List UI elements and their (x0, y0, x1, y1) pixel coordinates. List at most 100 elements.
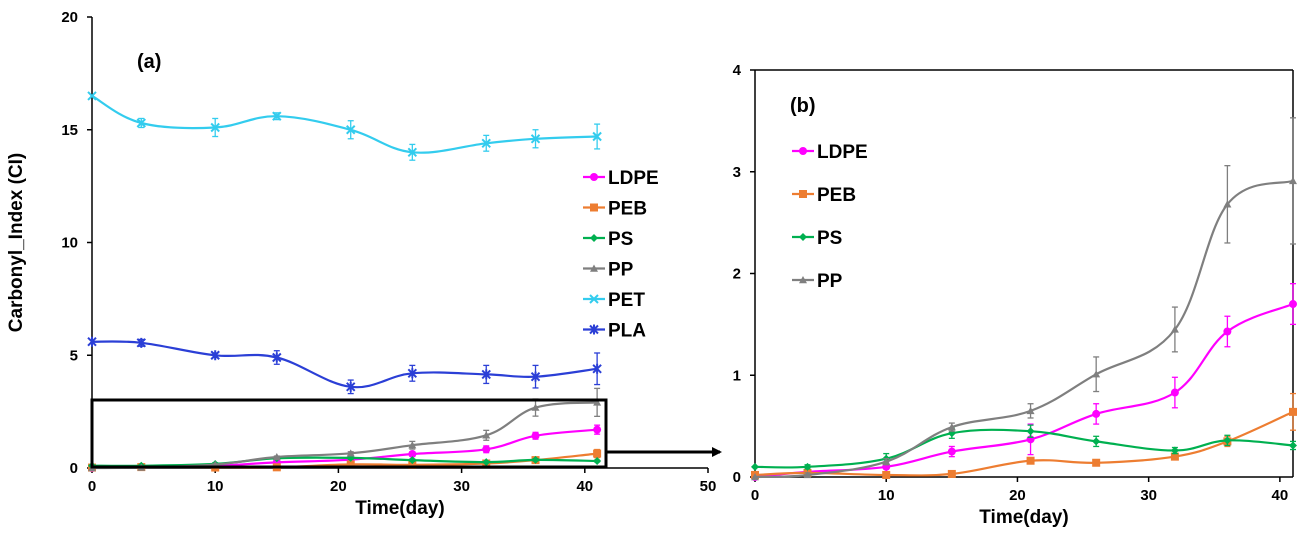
x-tick-label: 20 (1009, 487, 1026, 504)
data-point (882, 470, 891, 479)
legend-swatch-marker (589, 294, 599, 304)
zoom-region-box (90, 398, 608, 469)
data-point (803, 462, 812, 471)
data-point (803, 470, 812, 479)
legend-item-pp: PP (583, 260, 634, 281)
data-point (1170, 325, 1179, 333)
data-point (947, 469, 956, 478)
data-point (87, 91, 97, 101)
legend-item-pet: PET (583, 290, 645, 311)
y-tick-label: 20 (61, 9, 78, 26)
legend-label: LDPE (608, 168, 659, 189)
data-point (1026, 427, 1035, 436)
legend-swatch-marker (590, 203, 598, 212)
legend-swatch-marker (590, 173, 598, 181)
data-point (531, 403, 540, 411)
data-point (1092, 437, 1101, 446)
data-point (592, 131, 602, 142)
legend-label: PET (608, 290, 645, 311)
y-axis-title: Carbonyl_Index (CI) (6, 153, 27, 332)
series-line (754, 302, 1294, 479)
x-tick-label: 30 (1140, 487, 1157, 504)
panel-label: (b) (790, 95, 816, 117)
data-point (482, 445, 491, 454)
y-tick-label: 0 (70, 460, 78, 477)
data-point (531, 431, 540, 440)
series-pp (751, 117, 1297, 481)
data-point (882, 457, 891, 465)
x-tick-label: 10 (878, 487, 895, 504)
data-point (272, 452, 281, 461)
data-point (407, 147, 418, 158)
data-point (593, 457, 602, 466)
y-tick-label: 3 (733, 164, 741, 181)
data-point (346, 125, 356, 135)
data-point (947, 447, 956, 456)
data-point (408, 441, 417, 449)
data-point (407, 368, 418, 379)
data-point (530, 371, 541, 382)
legend-swatch-marker (799, 190, 807, 198)
series-pla (87, 336, 602, 395)
data-point (593, 398, 602, 406)
data-point (482, 431, 491, 439)
data-point (1026, 406, 1035, 415)
data-point (593, 425, 602, 434)
data-point (593, 449, 602, 458)
data-point (210, 122, 220, 133)
data-point (1223, 436, 1232, 445)
legend-label: PLA (608, 321, 646, 342)
legend-item-peb: PEB (792, 185, 856, 206)
data-point (751, 462, 759, 471)
data-point (1223, 327, 1232, 336)
legend-swatch-marker (590, 234, 598, 242)
legend-label: PEB (608, 199, 647, 220)
data-point (1170, 446, 1179, 455)
legend-item-pla: PLA (583, 321, 646, 342)
x-tick-label: 30 (453, 478, 470, 495)
legend-label: PP (608, 260, 634, 281)
data-point (272, 352, 282, 363)
y-tick-label: 1 (733, 367, 741, 384)
panel-a-chart: 0 5 10 15 20 0 10 20 30 40 50 Time(day) Carbonyl_Ind… (6, 9, 716, 519)
data-point (482, 458, 491, 467)
x-tick-label: 0 (751, 487, 759, 504)
x-tick-label: 50 (700, 478, 717, 495)
x-tick-label: 40 (576, 478, 593, 495)
x-tick-label: 20 (330, 478, 347, 495)
data-point (1026, 456, 1035, 465)
y-tick-label: 5 (70, 347, 78, 364)
x-axis-title: Time(day) (979, 507, 1068, 528)
data-point (530, 134, 541, 144)
data-point (1170, 452, 1179, 461)
data-point (136, 337, 146, 348)
data-point (346, 460, 355, 469)
data-point (136, 118, 146, 128)
data-point (408, 456, 417, 465)
series-ps (751, 424, 1297, 471)
data-point (346, 381, 356, 392)
x-axis-title: Time(day) (355, 498, 444, 519)
data-point (751, 473, 759, 481)
series-line (91, 340, 598, 389)
data-point (1092, 458, 1101, 467)
legend-label: PEB (817, 185, 856, 206)
data-point (1092, 409, 1101, 418)
data-point (1170, 388, 1179, 397)
data-point (531, 455, 540, 464)
series-line (754, 179, 1294, 479)
legend-swatch-marker (799, 233, 807, 241)
data-point (272, 111, 282, 121)
data-point (1092, 370, 1101, 378)
data-point (1289, 300, 1297, 309)
panel-label: (a) (137, 51, 161, 73)
x-tick-label: 40 (1272, 487, 1289, 504)
data-point (481, 369, 491, 380)
y-tick-label: 10 (61, 235, 78, 252)
legend-label: LDPE (817, 142, 868, 163)
legend-item-peb: PEB (583, 199, 647, 220)
data-point (592, 363, 602, 374)
legend-item-ldpe: LDPE (583, 168, 659, 189)
